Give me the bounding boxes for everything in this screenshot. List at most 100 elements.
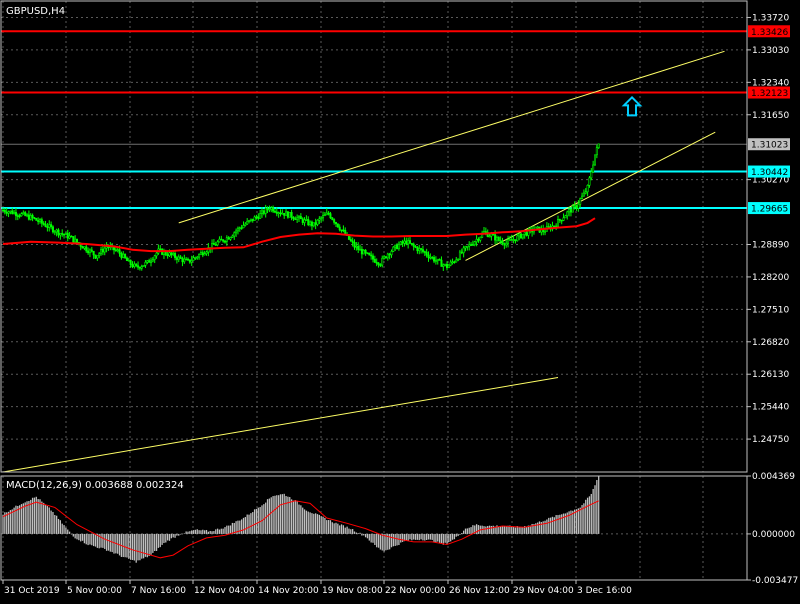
candle-body (460, 251, 463, 254)
price-pane[interactable]: 1.33720 1.33030 1.32340 1.31650 1.30270 1.288… (0, 0, 790, 473)
candle-body (571, 205, 574, 213)
price-axis[interactable]: 1.33720 1.33030 1.32340 1.31650 1.30270 1.288… (747, 13, 789, 445)
candle-body (50, 224, 53, 228)
macd-pane[interactable]: 0.004369 0.000000 -0.003477 MACD(12,26,9) … (0, 472, 798, 586)
candle-body (475, 238, 478, 243)
time-tick-label: 31 Oct 2019 (4, 586, 60, 596)
candle-body (568, 209, 571, 213)
candle-body (297, 216, 300, 219)
candle-body (375, 261, 378, 264)
candle-body (299, 216, 302, 220)
candle-body (190, 260, 193, 263)
candle-body (342, 229, 345, 232)
candle-body (412, 243, 415, 247)
candle-body (24, 212, 27, 216)
candle-body (364, 250, 367, 254)
candle-body (586, 185, 589, 193)
candle-body (225, 237, 228, 242)
candle-body (18, 215, 21, 217)
candle-body (55, 229, 58, 233)
candle-body (259, 213, 262, 219)
current-price-tag-bg (748, 138, 790, 151)
candle-body (305, 219, 308, 221)
candle-body (94, 254, 97, 259)
candle-body (125, 257, 128, 262)
candle-body (22, 212, 25, 214)
price-tick-label: 1.28890 (752, 240, 789, 250)
price-plot-area (1, 30, 747, 472)
candle-body (35, 218, 38, 221)
candle-body (120, 253, 123, 258)
candle-body (236, 227, 239, 232)
candle-body (421, 249, 424, 252)
candle-body (579, 198, 582, 205)
time-axis[interactable]: 31 Oct 2019 5 Nov 00:00 7 Nov 16:00 12 Nov … (2, 580, 632, 596)
price-tick-label: 1.26130 (752, 370, 789, 380)
candle-body (331, 217, 334, 220)
candle-body (519, 233, 522, 239)
candle-body (14, 212, 17, 216)
candle-body (416, 247, 419, 252)
price-tick-label: 1.33720 (752, 13, 789, 23)
trendlines[interactable] (2, 50, 725, 472)
time-tick-label: 29 Nov 04:00 (513, 586, 574, 596)
candle-body (588, 177, 591, 186)
candle-body (333, 219, 336, 223)
candle-body (196, 256, 199, 259)
candle-body (255, 216, 258, 219)
candle-body (471, 244, 474, 247)
candle-body (207, 247, 210, 253)
candle-body (231, 235, 234, 238)
candle-body (214, 244, 217, 246)
candle-body (593, 154, 596, 166)
candle-body (66, 232, 69, 239)
level-tag-bg (748, 86, 790, 99)
candle-body (399, 241, 402, 245)
candle-body (292, 217, 295, 220)
candle-body (116, 249, 119, 251)
candle-body (114, 249, 117, 252)
candle-body (74, 238, 77, 243)
candle-body (462, 247, 465, 254)
candle-body (135, 263, 138, 266)
price-tick-label: 1.32340 (752, 78, 789, 88)
level-tag-label: 1.33426 (751, 28, 788, 38)
candle-body (429, 256, 432, 259)
candle-body (290, 212, 293, 218)
up-arrow-marker[interactable] (621, 95, 643, 117)
candle-body (492, 233, 495, 236)
candle-body (222, 239, 225, 242)
candle-body (514, 239, 517, 242)
candle-body (44, 224, 47, 227)
candle-body (105, 246, 108, 249)
macd-tick-label: 0.000000 (752, 530, 795, 540)
macd-title: MACD(12,26,9) 0.003688 0.002324 (6, 480, 184, 491)
candle-body (268, 208, 271, 211)
candle-body (27, 214, 30, 220)
candle-body (318, 218, 321, 221)
candle-body (153, 255, 156, 260)
macd-plot-area (2, 476, 600, 563)
trendline[interactable] (465, 131, 716, 261)
candle-body (101, 249, 104, 253)
candle-body (340, 229, 343, 232)
trendline[interactable] (178, 50, 725, 224)
trendline[interactable] (2, 377, 559, 472)
candle-body (224, 240, 227, 243)
candle-body (151, 259, 154, 262)
price-tick-label: 1.27510 (752, 305, 789, 315)
candle-body (199, 252, 202, 255)
candle-body (148, 260, 151, 263)
horizontal-lines[interactable] (1, 30, 747, 210)
candle-body (359, 248, 362, 251)
candle-body (168, 252, 171, 257)
candle-body (90, 249, 93, 252)
candle-body (494, 234, 497, 241)
candle-body (527, 229, 530, 236)
price-tick-label: 1.25440 (752, 403, 789, 413)
candle-body (198, 253, 201, 258)
candle-body (405, 240, 408, 245)
arrow-icon[interactable] (621, 95, 643, 117)
